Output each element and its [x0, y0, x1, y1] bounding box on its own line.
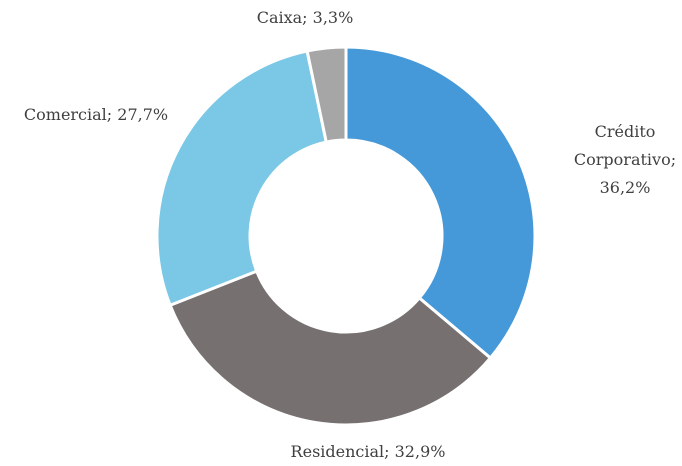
data-label: Caixa; 3,3%	[256, 8, 354, 27]
data-label: Crédito Corporativo; 36,2%	[573, 122, 677, 197]
data-label: Residencial; 32,9%	[290, 442, 446, 461]
donut-segment	[305, 45, 348, 144]
donut-segment	[344, 45, 537, 361]
donut-segment	[168, 269, 493, 427]
donut-segment	[155, 49, 329, 308]
data-label: Comercial; 27,7%	[23, 105, 169, 124]
